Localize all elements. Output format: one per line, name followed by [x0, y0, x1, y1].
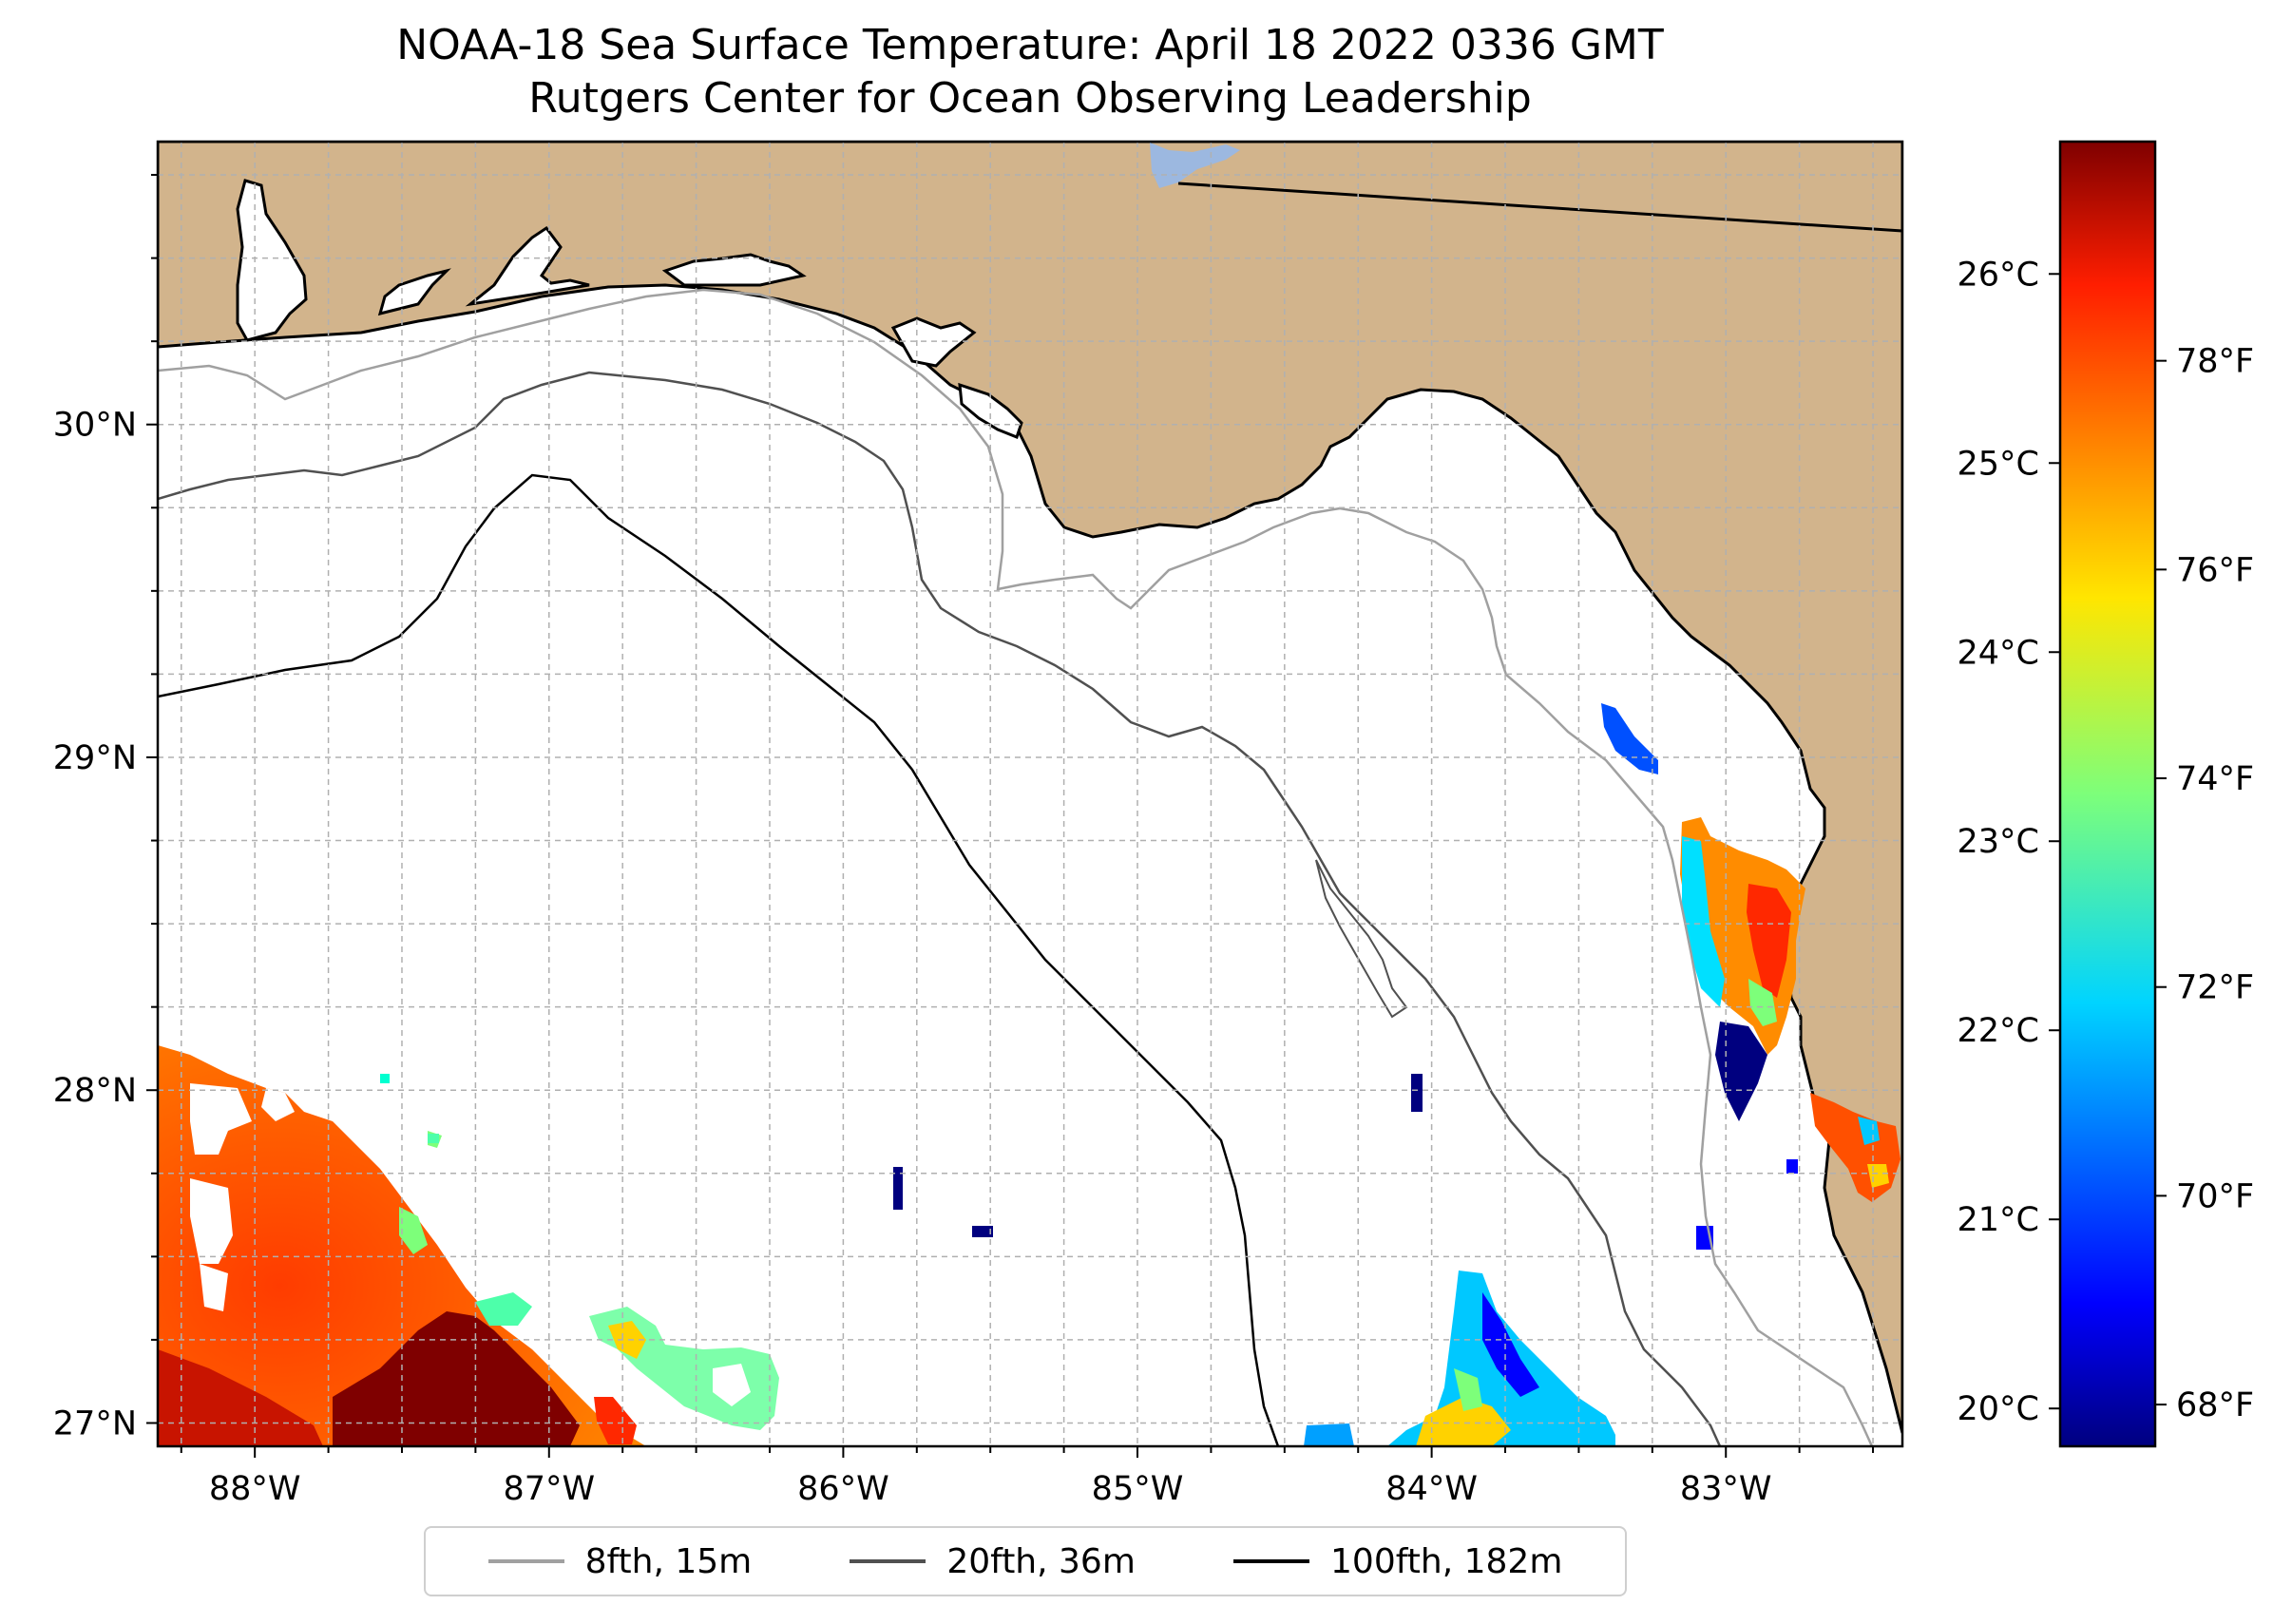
sst-warm-speck [428, 1134, 439, 1143]
sst-cold-speck [1786, 1159, 1798, 1174]
legend-line-15m [487, 1559, 564, 1563]
longitude-axis: 88°W 87°W 86°W 85°W 84°W 83°W [180, 1446, 1875, 1508]
sst-cool-fleck [399, 1207, 428, 1254]
map-area [158, 142, 1902, 1446]
latitude-axis: 27°N 28°N 29°N 30°N [53, 174, 158, 1442]
colorbar-celsius-label: 22°C [1958, 1012, 2039, 1050]
colorbar-fahrenheit-label: 72°F [2176, 969, 2254, 1007]
choctawhatchee-bay [465, 225, 590, 307]
colorbar-fahrenheit-label: 74°F [2176, 760, 2254, 798]
isobath-15m [158, 288, 1874, 1446]
lat-tick-label: 30°N [53, 407, 137, 445]
legend-entry-36m: 20fth, 36m [850, 1542, 1136, 1581]
legend-entry-15m: 8fth, 15m [487, 1541, 753, 1581]
sst-gap [190, 1083, 252, 1155]
colorbar-fahrenheit-ticks: 68°F 70°F 72°F 74°F 76°F 78°F [2155, 343, 2254, 1424]
sst-data [158, 703, 1900, 1446]
lat-tick-label: 28°N [53, 1072, 137, 1110]
colorbar-celsius-ticks: 20°C 21°C 22°C 23°C 24°C 25°C 26°C [1958, 256, 2060, 1428]
sst-edge-fleck [1304, 1423, 1354, 1446]
pensacola-bay [377, 268, 451, 316]
sst-gap [261, 1088, 295, 1121]
lon-tick-label: 84°W [1385, 1470, 1478, 1508]
legend-label-36m: 20fth, 36m [946, 1541, 1136, 1581]
colorbar-fahrenheit-label: 70°F [2176, 1177, 2254, 1215]
state-border [1177, 182, 1902, 233]
graticule [158, 142, 1902, 1446]
sst-southeast-green [1454, 1368, 1482, 1411]
colorbar-fahrenheit-label: 68°F [2176, 1386, 2254, 1424]
legend-line-182m [1233, 1559, 1310, 1563]
isobath-36m [158, 371, 1722, 1446]
colorbar-celsius-label: 23°C [1958, 823, 2039, 861]
lat-tick-label: 29°N [53, 739, 137, 777]
lon-tick-label: 86°W [797, 1470, 889, 1508]
sst-gap [190, 1178, 233, 1264]
sst-southeast-warm [1416, 1397, 1511, 1446]
colorbar-fahrenheit-label: 76°F [2176, 551, 2254, 589]
st-andrew-bay [890, 316, 977, 368]
colorbar: 20°C 21°C 22°C 23°C 24°C 25°C 26°C 68°F 70°F 72°… [1958, 140, 2254, 1448]
legend-entry-182m: 100fth, 182m [1233, 1542, 1562, 1581]
sst-south-central-warm [608, 1321, 646, 1359]
sst-south-central-cool [713, 1364, 751, 1406]
sst-tampa-cyan [1682, 836, 1725, 1007]
sst-hot-edge [158, 1349, 323, 1446]
sst-cold-speck [893, 1167, 903, 1210]
map-subtitle: Rutgers Center for Ocean Observing Leade… [528, 74, 1532, 123]
lon-tick-label: 87°W [503, 1470, 595, 1508]
sst-warm-pool [158, 1045, 646, 1446]
sst-tampa-cold [1715, 1022, 1767, 1121]
legend-label-182m: 100fth, 182m [1330, 1541, 1563, 1581]
colorbar-celsius-label: 26°C [1958, 256, 2039, 294]
sst-red-spot [594, 1397, 637, 1444]
west-bay [661, 253, 807, 287]
sst-cold-speck [1411, 1074, 1423, 1112]
sst-southeast-cold [1482, 1292, 1539, 1397]
colorbar-gradient [2058, 140, 2157, 1448]
sst-charlotte-cool [1858, 1117, 1880, 1145]
lat-tick-label: 27°N [53, 1404, 137, 1442]
sst-cool-fleck [475, 1292, 532, 1326]
land-mass [158, 142, 1902, 1434]
sst-gap [200, 1264, 228, 1311]
lon-tick-label: 83°W [1680, 1470, 1772, 1508]
sst-hot-core [333, 1311, 580, 1446]
map-title: NOAA-18 Sea Surface Temperature: April 1… [396, 21, 1664, 69]
legend-label-15m: 8fth, 15m [584, 1541, 753, 1581]
sst-tampa-green [1748, 979, 1777, 1026]
sst-warm-speck [380, 1074, 390, 1083]
sst-tampa-hot [1747, 884, 1791, 998]
colorbar-celsius-label: 24°C [1958, 634, 2039, 672]
isobath-182m [158, 473, 1280, 1446]
map-frame [156, 140, 1904, 1448]
colorbar-celsius-label: 20°C [1958, 1390, 2039, 1428]
inland-lake [1150, 143, 1240, 188]
legend-line-36m [850, 1559, 926, 1563]
isobath-legend: 8fth, 15m 20fth, 36m 100fth, 182m [424, 1526, 1627, 1596]
lon-tick-label: 85°W [1092, 1470, 1184, 1508]
sst-cold-speck [972, 1226, 993, 1237]
lon-tick-label: 88°W [209, 1470, 301, 1508]
colorbar-celsius-label: 25°C [1958, 445, 2039, 483]
colorbar-fahrenheit-label: 78°F [2176, 343, 2254, 381]
colorbar-celsius-label: 21°C [1958, 1201, 2039, 1239]
